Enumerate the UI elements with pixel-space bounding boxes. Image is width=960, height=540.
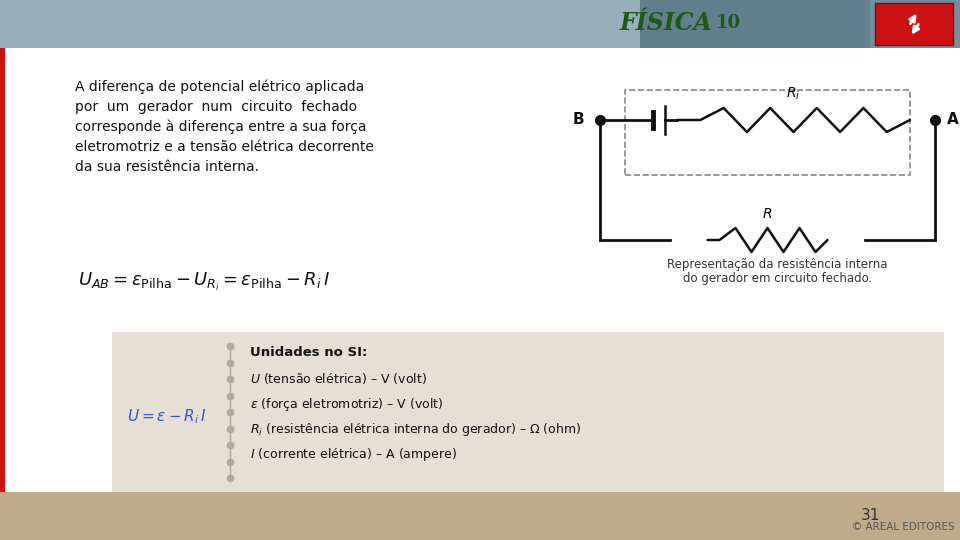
FancyBboxPatch shape xyxy=(640,0,870,48)
Text: $U_{AB} = \varepsilon_{\mathrm{Pilha}} - U_{R_i} = \varepsilon_{\mathrm{Pilha}} : $U_{AB} = \varepsilon_{\mathrm{Pilha}} -… xyxy=(78,271,330,293)
Text: eletromotriz e a tensão elétrica decorrente: eletromotriz e a tensão elétrica decorre… xyxy=(75,140,373,154)
Bar xyxy=(625,90,910,175)
Text: $\varepsilon$ (força eletromotriz) – V (volt): $\varepsilon$ (força eletromotriz) – V (… xyxy=(250,396,444,413)
Text: A: A xyxy=(947,112,959,127)
Text: Representação da resistência interna: Representação da resistência interna xyxy=(667,258,888,271)
Text: FÍSICA: FÍSICA xyxy=(619,11,712,35)
Text: $R$: $R$ xyxy=(762,207,773,221)
Text: da sua resistência interna.: da sua resistência interna. xyxy=(75,160,259,174)
Text: $R_i$: $R_i$ xyxy=(786,86,801,102)
Text: corresponde à diferença entre a sua força: corresponde à diferença entre a sua forç… xyxy=(75,120,367,134)
FancyBboxPatch shape xyxy=(0,0,640,48)
Text: 31: 31 xyxy=(860,509,879,523)
Text: A diferença de potencial elétrico aplicada: A diferença de potencial elétrico aplica… xyxy=(75,80,364,94)
Text: © AREAL EDITORES: © AREAL EDITORES xyxy=(852,522,955,532)
Text: $R_i$ (resistência elétrica interna do gerador) – Ω (ohm): $R_i$ (resistência elétrica interna do g… xyxy=(250,421,582,438)
Text: B: B xyxy=(572,112,584,127)
Text: do gerador em circuito fechado.: do gerador em circuito fechado. xyxy=(683,272,872,285)
Text: $I$ (corrente elétrica) – A (ampere): $I$ (corrente elétrica) – A (ampere) xyxy=(250,446,457,463)
FancyBboxPatch shape xyxy=(0,492,960,540)
Text: Unidades no SI:: Unidades no SI: xyxy=(250,346,368,359)
Text: $U$ (tensão elétrica) – V (volt): $U$ (tensão elétrica) – V (volt) xyxy=(250,371,427,386)
FancyBboxPatch shape xyxy=(0,48,5,492)
Text: $U = \varepsilon - R_i\,I$: $U = \varepsilon - R_i\,I$ xyxy=(128,408,206,427)
Text: por  um  gerador  num  circuito  fechado: por um gerador num circuito fechado xyxy=(75,100,357,114)
FancyBboxPatch shape xyxy=(0,0,960,48)
FancyBboxPatch shape xyxy=(112,332,944,492)
Text: 10: 10 xyxy=(716,14,741,32)
FancyBboxPatch shape xyxy=(875,3,953,45)
